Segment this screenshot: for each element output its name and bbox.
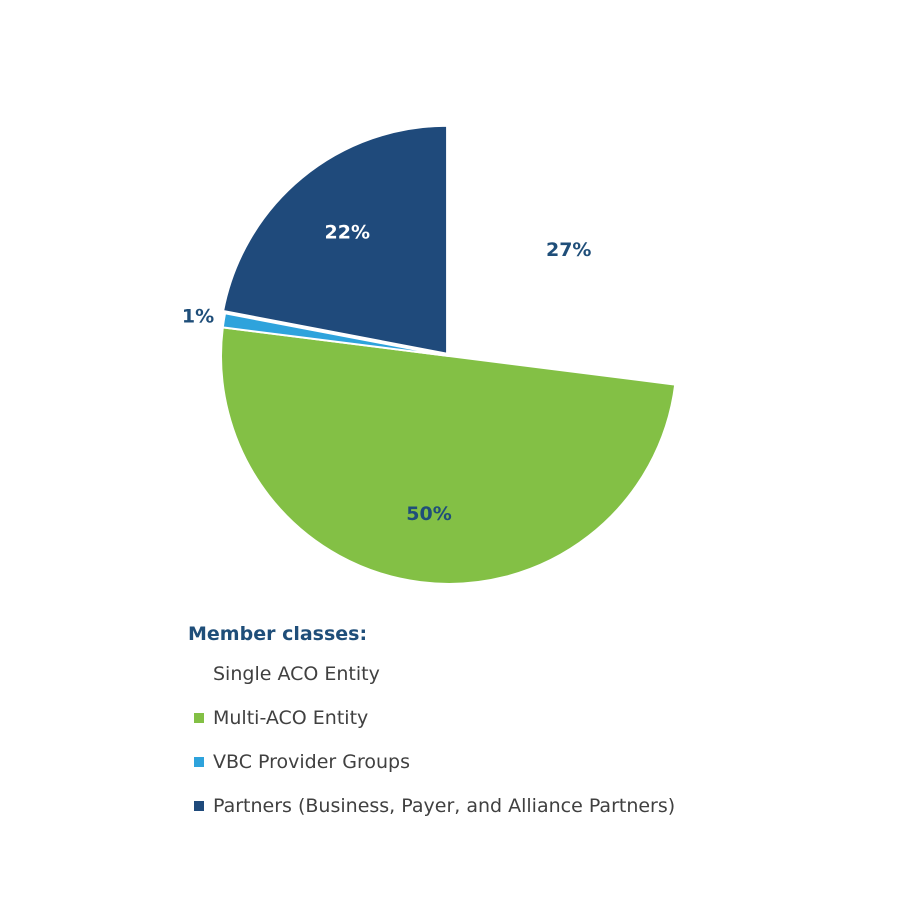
legend-items: Single ACO Entity Multi-ACO Entity VBC Pro… (188, 652, 878, 828)
legend: Member classes: Single ACO Entity Multi-A… (188, 620, 878, 828)
legend-item-single-aco-entity: Single ACO Entity (188, 652, 878, 696)
legend-title: Member classes: (188, 623, 368, 645)
legend-swatch (194, 713, 204, 723)
pie-slice-partners-business-payer-and-alliance-partners (221, 124, 449, 355)
legend-swatch (194, 669, 204, 679)
legend-label: VBC Provider Groups (213, 751, 411, 773)
legend-label: Multi-ACO Entity (213, 707, 369, 729)
data-label-single-aco-entity: 27% (546, 239, 591, 261)
data-label-multi-aco-entity: 50% (406, 503, 451, 525)
data-label-partners-business-payer-and-alliance-partners: 22% (325, 222, 370, 244)
pie-chart-plot: 27% 50% 1% 22% (181, 124, 678, 585)
legend-swatch (194, 757, 204, 767)
legend-item-vbc-provider-groups: VBC Provider Groups (188, 740, 878, 784)
pie-slice-single-aco-entity (448, 126, 678, 386)
data-label-vbc-provider-groups: 1% (182, 306, 214, 328)
legend-label: Partners (Business, Payer, and Alliance … (213, 795, 676, 817)
legend-item-partners-business-payer-and-alliance-partners: Partners (Business, Payer, and Alliance … (188, 784, 878, 828)
pie-slice-vbc-provider-groups (221, 312, 450, 357)
legend-item-multi-aco-entity: Multi-ACO Entity (188, 696, 878, 740)
pie-slice-multi-aco-entity (220, 326, 677, 585)
legend-label: Single ACO Entity (213, 663, 380, 685)
legend-swatch (194, 801, 204, 811)
